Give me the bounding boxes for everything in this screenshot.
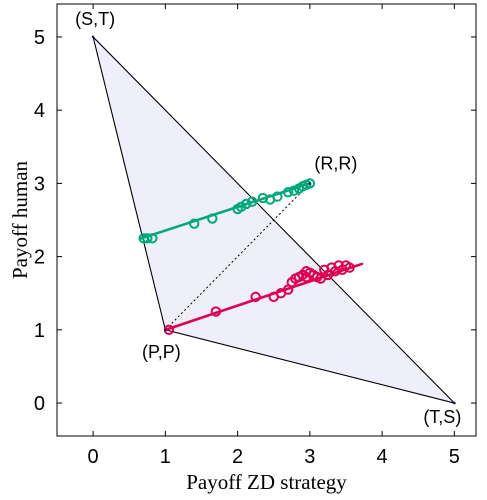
y-tick-label: 0 [34,393,45,415]
corner-label-layer: (S,T) (R,R) (P,P) (T,S) [75,9,461,427]
x-tick-label: 5 [449,446,460,468]
series-1-point [147,233,158,244]
corner-point [164,328,167,332]
series-1-point [142,233,153,244]
series-1-point [246,196,258,207]
series-1-point [272,191,283,202]
series-2-point [250,291,261,303]
series-1-point [282,186,294,198]
corner-label: (S,T) [75,9,115,29]
series-1-point [236,201,247,213]
corner-label: (R,R) [314,153,357,173]
series-1-point [207,213,218,224]
x-tick-label: 2 [232,446,243,468]
series-1-point [304,178,316,189]
series-2-point [301,266,312,277]
x-tick-label: 0 [88,446,99,468]
series-2-point [210,306,222,317]
series-2-line [164,262,364,332]
x-axis-title: Payoff ZD strategy [186,470,347,494]
series-1-point [241,198,252,210]
corner-label: (T,S) [423,407,461,427]
x-tick-label: 1 [160,446,171,468]
corner-point [91,35,95,39]
corner-point [308,182,312,185]
corner-point [453,401,456,405]
series-1-point [288,185,300,196]
series-2-point [344,262,355,273]
tick-layer: 0 1 2 3 4 5 0 1 2 3 4 5 [34,4,476,468]
series-1-line [140,182,312,240]
y-axis-title: Payoff human [8,160,32,279]
y-tick-label: 3 [34,173,45,195]
y-tick-label: 5 [34,27,45,49]
y-tick-label: 4 [34,100,45,122]
series-1 [138,178,316,244]
series-1-point [189,218,200,229]
series-2-point [322,269,334,281]
x-tick-label: 3 [304,446,315,468]
y-tick-label: 2 [34,247,45,269]
x-tick-label: 4 [377,446,388,468]
diagonal-layer [165,183,311,331]
corner-label: (P,P) [142,342,181,362]
series-layer [138,178,364,336]
y-tick-label: 1 [34,320,45,342]
cooperation-diagonal [165,183,311,331]
plot-frame [56,3,477,437]
